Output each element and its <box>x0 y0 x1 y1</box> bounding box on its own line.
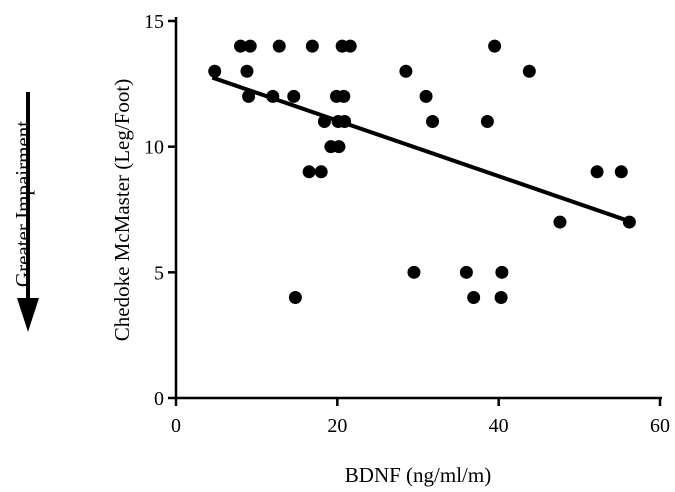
x-tick-label: 40 <box>489 415 509 437</box>
data-point <box>480 115 494 129</box>
x-tick-label: 60 <box>650 415 670 437</box>
axes <box>174 17 662 400</box>
data-point <box>240 64 254 78</box>
trend-line <box>211 75 633 224</box>
data-point <box>407 265 421 279</box>
data-point <box>488 39 502 53</box>
y-tick-label: 0 <box>154 388 164 410</box>
data-point <box>337 89 351 103</box>
data-point <box>590 165 604 179</box>
x-axis-label: BDNF (ng/ml/m) <box>345 463 491 487</box>
x-tick-label: 20 <box>327 415 347 437</box>
data-point <box>614 165 628 179</box>
data-point <box>314 165 328 179</box>
y-tick-label: 15 <box>144 11 164 33</box>
data-point <box>426 115 440 129</box>
data-point <box>522 64 536 78</box>
data-point <box>302 165 316 179</box>
data-point <box>305 39 319 53</box>
y-tick-label: 10 <box>144 137 164 159</box>
y-axis-label: Chedoke McMaster (Leg/Foot) <box>110 79 134 341</box>
data-point <box>288 290 302 304</box>
data-point <box>399 64 413 78</box>
down-arrow-icon <box>17 92 39 332</box>
data-point <box>272 39 286 53</box>
data-point <box>553 215 567 229</box>
data-point <box>495 265 509 279</box>
data-point <box>234 39 248 53</box>
data-point <box>459 265 473 279</box>
trend-line-group <box>211 75 633 224</box>
x-tick-label: 0 <box>171 415 181 437</box>
data-point <box>332 140 346 154</box>
data-point <box>494 290 508 304</box>
data-point <box>243 39 257 53</box>
data-point <box>208 64 222 78</box>
data-point <box>343 39 357 53</box>
ticks: 0 20 40 60 0 5 10 15 <box>144 11 670 437</box>
greater-impairment-label: Greater Impairment <box>11 121 35 287</box>
y-tick-label: 5 <box>154 262 164 284</box>
data-point <box>287 89 301 103</box>
data-points <box>208 39 636 304</box>
data-point <box>467 290 481 304</box>
data-point <box>419 89 433 103</box>
